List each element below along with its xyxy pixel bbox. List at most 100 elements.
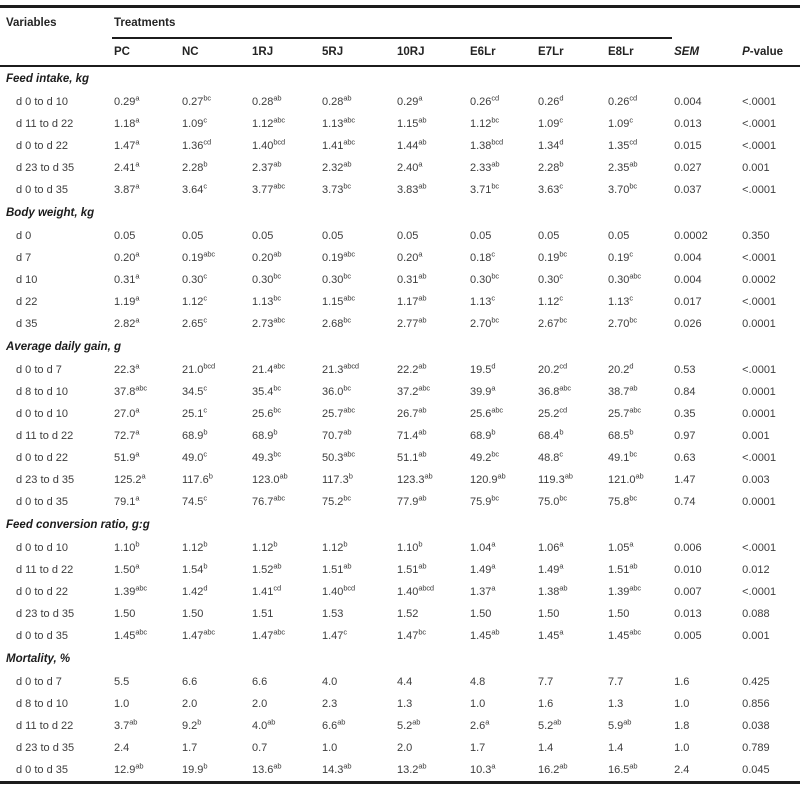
pvalue-cell: 0.0001 — [742, 408, 776, 420]
value-cell: 75.9bc — [470, 493, 499, 508]
pvalue-cell: <.0001 — [742, 252, 777, 264]
significance-superscript: abc — [203, 627, 215, 637]
column-header-sem: SEM — [672, 38, 741, 67]
significance-superscript: bcd — [343, 583, 355, 593]
value-cell: 123.0ab — [252, 471, 288, 486]
sem-cell: 2.4 — [672, 759, 741, 784]
section-title: Feed intake, kg — [6, 73, 90, 85]
section-title: Feed conversion ratio, g:g — [6, 519, 150, 531]
value-cell: 1.50 — [538, 608, 560, 620]
value-cell: 1.51ab — [397, 561, 427, 576]
value-cell: 0.7 — [252, 742, 268, 754]
table-row: d 0 to d 22 1.47a 1.36cd 1.40bcd 1.41abc 1.44… — [0, 135, 800, 157]
significance-superscript: ab — [273, 249, 282, 259]
value-cell: 10.3a — [468, 759, 536, 784]
value-cell: 72.7a — [114, 427, 140, 442]
value-cell: 25.1c — [182, 405, 207, 420]
value-cell: 1.3 — [397, 698, 413, 710]
value-cell: 2.6a — [470, 717, 490, 732]
value-cell: 49.2bc — [470, 449, 499, 464]
value-cell: 2.0 — [182, 698, 198, 710]
significance-superscript: bcd — [491, 137, 503, 147]
significance-superscript: b — [203, 761, 208, 771]
significance-superscript: a — [135, 93, 140, 103]
significance-superscript: bc — [629, 315, 637, 325]
value-cell: 4.0 — [322, 676, 338, 688]
value-cell: 1.13bc — [252, 293, 281, 308]
value-cell: 4.8 — [470, 676, 486, 688]
row-label: d 0 to d 22 — [16, 140, 68, 152]
significance-superscript: abc — [491, 405, 503, 415]
value-cell: 0.18c — [470, 249, 495, 264]
pvalue-cell: 0.001 — [742, 630, 770, 642]
significance-superscript: bc — [491, 115, 499, 125]
value-cell: 27.0a — [114, 405, 140, 420]
value-cell: 2.67bc — [538, 315, 567, 330]
row-label: d 0 — [16, 230, 32, 242]
value-cell: 19.9b — [180, 759, 250, 784]
significance-superscript: bc — [491, 315, 499, 325]
significance-superscript: bc — [343, 181, 351, 191]
significance-superscript: bc — [273, 449, 281, 459]
table-row: d 0 to d 35 3.87a 3.64c 3.77abc 3.73bc 3.83ab… — [0, 179, 800, 201]
value-cell: 75.8bc — [608, 493, 637, 508]
table-row: d 0 to d 35 79.1a 74.5c 76.7abc 75.2bc 77.9ab… — [0, 491, 800, 513]
sem-cell: 0.006 — [674, 542, 702, 554]
significance-superscript: bc — [491, 271, 499, 281]
significance-superscript: ab — [343, 159, 352, 169]
significance-superscript: ab — [497, 471, 506, 481]
value-cell: 3.7ab — [114, 717, 138, 732]
value-cell: 1.05a — [608, 539, 634, 554]
pvalue-cell: 0.0001 — [742, 386, 776, 398]
column-header-10rj: 10RJ — [395, 38, 468, 67]
sem-cell: 0.026 — [674, 318, 702, 330]
value-cell: 1.15abc — [322, 293, 355, 308]
value-cell: 1.50 — [470, 608, 492, 620]
row-label: d 0 to d 7 — [16, 364, 62, 376]
value-cell: 1.40bcd — [322, 583, 355, 598]
significance-superscript: ab — [135, 761, 144, 771]
value-cell: 1.47a — [114, 137, 140, 152]
significance-superscript: bc — [343, 383, 351, 393]
value-cell: 123.3ab — [397, 471, 433, 486]
column-header-e7lr: E7Lr — [536, 38, 606, 67]
significance-superscript: ab — [418, 293, 427, 303]
row-label: d 23 to d 35 — [16, 474, 75, 486]
value-cell: 1.7 — [470, 742, 486, 754]
value-cell: 25.7abc — [322, 405, 355, 420]
header-spacer — [740, 5, 800, 38]
significance-superscript: ab — [424, 471, 433, 481]
value-cell: 0.26d — [538, 93, 564, 108]
significance-superscript: cd — [273, 583, 281, 593]
column-header-5rj: 5RJ — [320, 38, 395, 67]
value-cell: 26.7ab — [397, 405, 427, 420]
sem-cell: 1.0 — [674, 742, 690, 754]
value-cell: 1.0 — [322, 742, 338, 754]
value-cell: 1.12c — [538, 293, 563, 308]
column-header-nc: NC — [180, 38, 250, 67]
significance-superscript: c — [203, 315, 207, 325]
significance-superscript: a — [135, 249, 140, 259]
value-cell: 3.77abc — [252, 181, 285, 196]
row-label: d 0 to d 7 — [16, 676, 62, 688]
row-label: d 23 to d 35 — [16, 162, 75, 174]
significance-superscript: ab — [553, 717, 562, 727]
value-cell: 0.30c — [182, 271, 207, 286]
header-row-columns: PC NC 1RJ 5RJ 10RJ E6Lr E7Lr E8Lr SEM P-… — [0, 38, 800, 67]
value-cell: 0.26cd — [608, 93, 637, 108]
value-cell: 1.0 — [470, 698, 486, 710]
table-row: d 0 to d 22 1.39abc 1.42d 1.41cd 1.40bcd 1.40… — [0, 581, 800, 603]
value-cell: 1.3 — [608, 698, 624, 710]
sem-cell: 1.8 — [674, 720, 690, 732]
significance-superscript: d — [629, 361, 634, 371]
value-cell: 3.71bc — [470, 181, 499, 196]
table-row: d 0 to d 10 27.0a 25.1c 25.6bc 25.7abc 26.7ab… — [0, 403, 800, 425]
significance-superscript: c — [343, 627, 347, 637]
treatments-group-header: Treatments — [112, 5, 673, 39]
value-cell: 1.35cd — [608, 137, 637, 152]
value-cell: 13.2ab — [395, 759, 468, 784]
row-label: d 7 — [16, 252, 32, 264]
value-cell: 0.28ab — [322, 93, 352, 108]
value-cell: 49.0c — [182, 449, 207, 464]
value-cell: 76.7abc — [252, 493, 285, 508]
